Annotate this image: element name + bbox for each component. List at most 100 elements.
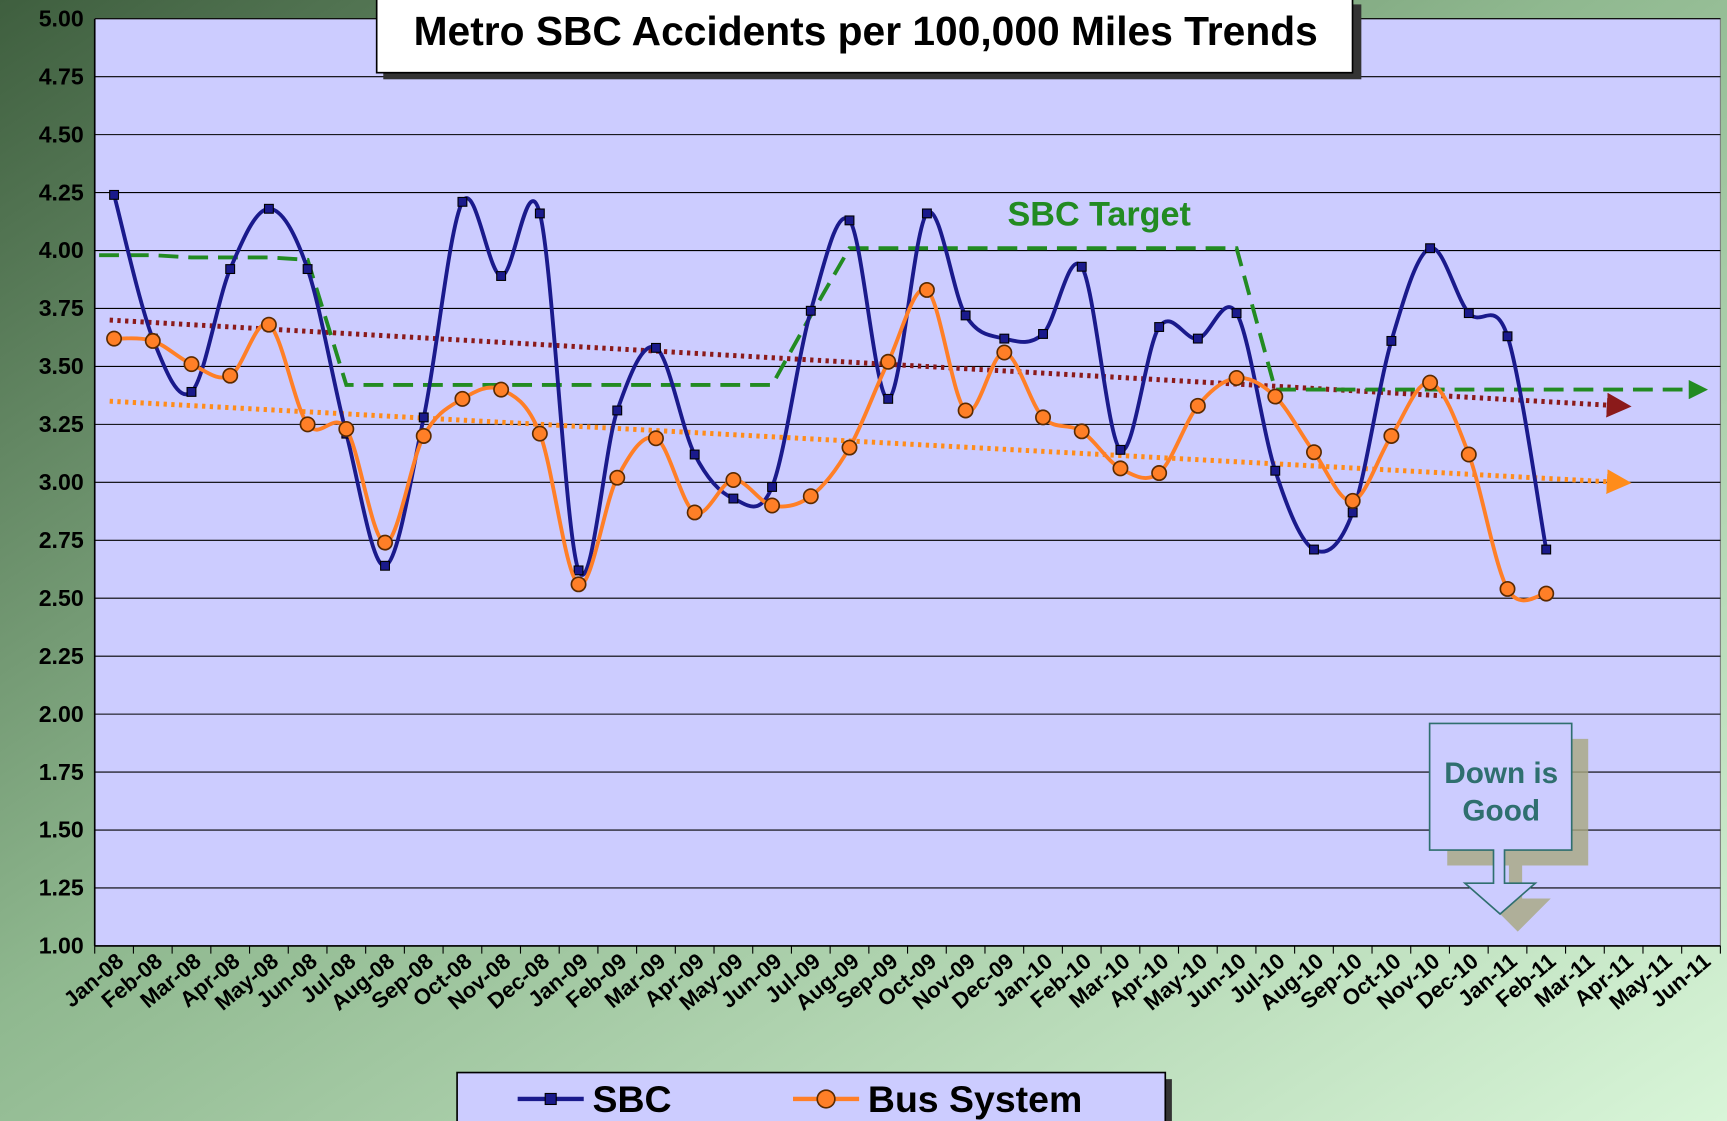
point	[144, 332, 161, 349]
point	[1115, 444, 1126, 455]
point	[570, 576, 587, 593]
point	[960, 310, 971, 321]
point	[1267, 388, 1284, 405]
y-tick-label: 3.50	[39, 353, 84, 379]
point	[186, 386, 197, 397]
y-tick-label: 4.50	[39, 121, 84, 147]
point	[1344, 492, 1361, 509]
point	[1541, 544, 1552, 555]
point	[531, 425, 548, 442]
point	[1383, 427, 1400, 444]
point	[106, 330, 123, 347]
point	[957, 402, 974, 419]
y-tick-label: 5.00	[39, 5, 84, 31]
point	[1073, 423, 1090, 440]
point	[764, 497, 781, 514]
point	[380, 560, 390, 571]
target-label: SBC Target	[1008, 196, 1191, 234]
point	[1154, 322, 1165, 332]
y-tick-label: 1.75	[39, 759, 84, 785]
note-text: Good	[1462, 794, 1540, 827]
legend-label: SBC	[593, 1078, 672, 1120]
y-tick-label: 1.00	[39, 933, 84, 959]
point	[728, 493, 739, 504]
point	[612, 405, 623, 416]
note-text: Down is	[1444, 757, 1558, 790]
note-box	[1428, 722, 1573, 916]
title-box	[375, 0, 1354, 74]
point	[880, 353, 897, 370]
point	[1499, 580, 1516, 597]
point	[1076, 261, 1087, 272]
point	[996, 344, 1013, 361]
point	[999, 333, 1010, 344]
point	[1463, 308, 1474, 319]
y-tick-label: 4.00	[39, 237, 84, 263]
point	[647, 430, 664, 447]
point	[1347, 507, 1358, 518]
point	[1305, 444, 1322, 461]
point	[299, 416, 316, 433]
point	[454, 390, 471, 407]
legend-marker	[544, 1092, 557, 1106]
point	[1270, 465, 1281, 476]
chart-title: Metro SBC Accidents per 100,000 Miles Tr…	[414, 8, 1318, 54]
point	[1538, 585, 1555, 602]
point	[1189, 397, 1206, 414]
point	[183, 356, 200, 373]
point	[263, 203, 274, 214]
y-tick-label: 4.25	[39, 179, 84, 205]
point	[302, 264, 313, 275]
point	[1151, 465, 1168, 482]
point	[1502, 331, 1513, 342]
trendline	[109, 398, 1632, 495]
point	[377, 534, 394, 551]
point	[1386, 335, 1397, 346]
point	[1309, 544, 1319, 555]
y-tick-label: 2.25	[39, 643, 84, 669]
point	[457, 196, 468, 207]
point	[841, 439, 858, 456]
y-tick-label: 2.50	[39, 585, 84, 611]
target-line	[99, 246, 1709, 400]
point	[573, 565, 584, 576]
point	[1112, 460, 1129, 477]
point	[651, 342, 661, 353]
point	[496, 271, 507, 281]
point	[802, 488, 819, 505]
point	[493, 381, 510, 398]
y-tick-label: 1.25	[39, 875, 84, 901]
y-tick-label: 3.00	[39, 469, 84, 495]
y-tick-label: 3.25	[39, 411, 84, 437]
y-tick-label: 2.00	[39, 701, 84, 727]
point	[921, 208, 932, 219]
point	[725, 472, 742, 488]
point	[1038, 329, 1048, 339]
point	[109, 189, 120, 200]
point	[415, 427, 432, 444]
point	[1228, 370, 1245, 386]
point	[534, 208, 545, 219]
point	[418, 412, 429, 423]
trendline	[109, 317, 1632, 418]
point	[338, 421, 355, 437]
y-tick-label: 3.75	[39, 295, 84, 321]
point	[1231, 308, 1242, 319]
point	[805, 305, 816, 316]
point	[918, 281, 935, 298]
legend-label: Bus System	[868, 1078, 1082, 1120]
point	[686, 504, 703, 521]
point	[844, 215, 855, 226]
point	[222, 367, 239, 384]
y-tick-label: 1.50	[39, 817, 84, 843]
point	[1425, 243, 1436, 254]
point	[260, 316, 277, 333]
point	[767, 481, 778, 492]
point	[1422, 374, 1439, 391]
y-tick-label: 2.75	[39, 527, 84, 553]
point	[1035, 409, 1052, 426]
legend-marker	[816, 1089, 836, 1109]
point	[1460, 446, 1477, 463]
